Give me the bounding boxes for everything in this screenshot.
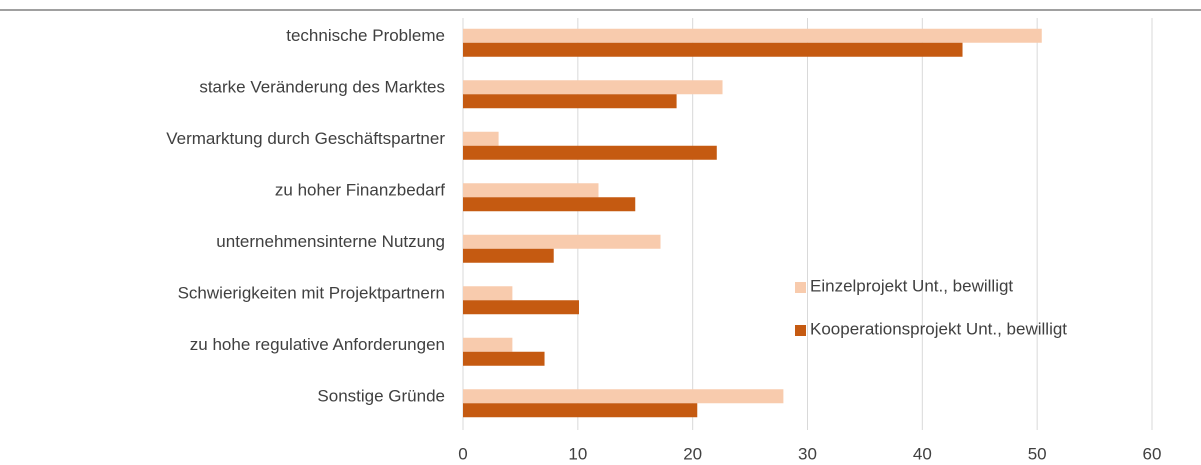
y-tick-label: technische Probleme	[286, 26, 445, 45]
bar	[463, 145, 717, 160]
x-tick-label: 0	[458, 444, 467, 463]
legend-swatch	[795, 325, 806, 336]
x-tick-label: 20	[683, 444, 702, 463]
y-tick-label: Sonstige Gründe	[317, 387, 445, 406]
y-tick-label: zu hohe regulative Anforderungen	[190, 335, 445, 354]
bar	[463, 403, 698, 418]
legend-label: Einzelprojekt Unt., bewilligt	[810, 276, 1013, 295]
bar	[463, 337, 513, 352]
bar	[463, 183, 599, 198]
y-tick-label: Vermarktung durch Geschäftspartner	[166, 129, 445, 148]
x-tick-label: 60	[1143, 444, 1162, 463]
x-tick-label: 50	[1028, 444, 1047, 463]
x-tick-label: 30	[798, 444, 817, 463]
bar	[463, 234, 661, 249]
bar	[463, 80, 723, 95]
y-tick-label: Schwierigkeiten mit Projektpartnern	[178, 284, 445, 303]
bar	[463, 248, 554, 263]
x-tick-label: 40	[913, 444, 932, 463]
bar	[463, 28, 1042, 43]
legend-swatch	[795, 282, 806, 293]
y-tick-label: unternehmensinterne Nutzung	[216, 232, 445, 251]
bar	[463, 197, 636, 212]
bar	[463, 94, 677, 109]
legend-label: Kooperationsprojekt Unt., bewilligt	[810, 319, 1067, 338]
bar	[463, 42, 963, 57]
bar	[463, 351, 545, 366]
bar	[463, 300, 579, 315]
y-tick-label: zu hoher Finanzbedarf	[275, 181, 445, 200]
bar	[463, 389, 784, 404]
y-tick-label: starke Veränderung des Marktes	[199, 78, 445, 97]
bar	[463, 131, 499, 146]
bar	[463, 286, 513, 301]
x-tick-label: 10	[568, 444, 587, 463]
